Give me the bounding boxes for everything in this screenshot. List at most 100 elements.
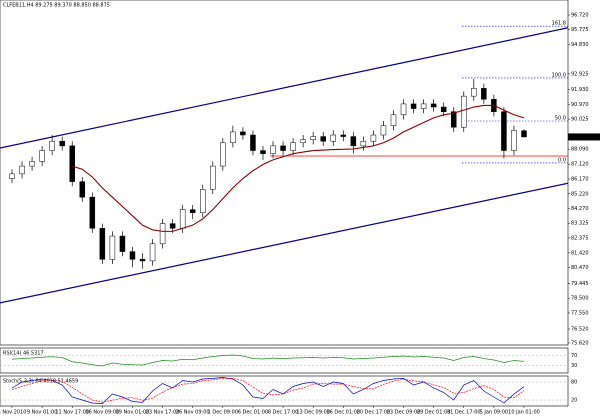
y-tick-label: 88.090 (571, 147, 589, 153)
x-tick-label: 26 Nov 09:00 (176, 410, 210, 416)
y-tick-label: 87.120 (571, 162, 589, 168)
candle-body (109, 235, 116, 260)
candle-body (471, 88, 477, 97)
y-tick-label: 86.170 (571, 176, 589, 182)
x-tick-label: 19 Nov 01:00 (116, 410, 150, 416)
candle-body (250, 134, 256, 151)
candle-body (139, 259, 146, 262)
trend-line (0, 182, 568, 304)
candle-body (159, 223, 166, 245)
fib-label: 161.8 (552, 21, 566, 27)
x-tick-label: 8 Dec 17:00 (268, 410, 298, 416)
candle-body (129, 251, 136, 260)
y-tick-label: 82.375 (571, 235, 589, 241)
x-tick-label: 4 Nov 2010 (0, 410, 26, 416)
candle-body (79, 181, 86, 198)
candle-body (280, 145, 286, 151)
candle-body (99, 228, 106, 260)
y-tick-label: 80 (571, 380, 577, 386)
price-label: 88.875 (571, 134, 589, 140)
x-tick-label: 13 Dec 09:00 (296, 410, 330, 416)
x-tick-label: 23 Nov 17:00 (146, 410, 180, 416)
candle-body (199, 189, 206, 213)
candle-body (450, 111, 457, 128)
candle-body (39, 150, 45, 162)
y-tick-label: 95.775 (571, 27, 589, 33)
fib-label: 50.0 (555, 116, 566, 122)
y-tick-label: 81.420 (571, 250, 589, 256)
candle-body (260, 150, 266, 154)
x-tick-label: 29 Dec 01:00 (417, 410, 451, 416)
x-tick-label: 6 Dec 01:00 (238, 410, 268, 416)
fib-label: 0.0 (558, 157, 566, 163)
series-line (11, 354, 525, 367)
y-tick-label: 92.925 (571, 71, 589, 77)
y-tick-label: 85.220 (571, 191, 589, 197)
trend-line (0, 27, 568, 149)
candle-body (360, 140, 367, 147)
candle-body (511, 130, 517, 151)
candle-body (320, 136, 326, 142)
x-tick-label: 20 Dec 17:00 (357, 410, 391, 416)
y-tick-label: 90.970 (571, 102, 589, 108)
y-tick-label: 83.325 (571, 221, 589, 227)
series-line (11, 378, 525, 403)
candle-body (220, 142, 226, 167)
candle-body (270, 145, 276, 154)
stoch-title: Stoch(5,3,3) 64.4018 51.4659 (3, 379, 78, 385)
y-tick-label: 91.930 (571, 87, 589, 93)
candle-body (210, 165, 216, 190)
candle-body (310, 136, 316, 140)
candle-body (89, 196, 96, 229)
y-tick-label: 75.620 (571, 340, 589, 346)
candle-body (430, 103, 437, 108)
candle-body (290, 142, 296, 151)
y-tick-label: 84.270 (571, 206, 589, 212)
candle-body (370, 134, 377, 142)
candle-body (461, 95, 467, 128)
candle-body (380, 125, 387, 136)
candle-body (59, 140, 65, 147)
rsi-pane (0, 347, 569, 374)
candle-body (230, 131, 236, 144)
x-tick-label: 31 Dec 17:00 (447, 410, 481, 416)
chart-title: CLFEB11,H4 89.275 89.370 88.850 88.875 (3, 3, 110, 9)
candle-body (189, 209, 196, 213)
y-tick-label: 79.445 (571, 281, 589, 287)
stoch-pane (0, 375, 569, 407)
candle-body (240, 131, 246, 136)
candle-body (501, 111, 507, 151)
candle-body (169, 223, 176, 229)
x-tick-label: 16 Dec 01:00 (326, 410, 360, 416)
candle-body (400, 103, 407, 116)
y-tick-label: 30 (571, 363, 577, 369)
candle-body (390, 114, 397, 126)
candle-body (440, 106, 447, 112)
y-tick-label: 96.720 (571, 13, 589, 19)
x-tick-label: 16 Nov 09:00 (85, 410, 119, 416)
candle-body (49, 140, 55, 151)
moving-average (72, 104, 525, 232)
candle-body (521, 130, 527, 138)
candle-body (29, 161, 35, 167)
x-tick-label: 1 Dec 09:00 (208, 410, 238, 416)
candle-body (119, 235, 126, 252)
y-tick-label: 94.830 (571, 42, 589, 48)
x-tick-label: 9 Nov 01:00 (27, 410, 58, 416)
y-tick-label: 77.550 (571, 310, 589, 316)
candle-body (340, 134, 347, 137)
y-tick-label: 80.470 (571, 265, 589, 271)
candle-body (19, 165, 25, 175)
y-tick-label: 70 (571, 353, 577, 359)
y-tick-label: 20 (571, 398, 577, 404)
candle-body (420, 103, 427, 109)
y-tick-label: 78.500 (571, 296, 589, 302)
x-tick-label: 23 Dec 09:00 (387, 410, 421, 416)
candle-body (149, 243, 156, 262)
candle-body (481, 88, 487, 100)
candle-body (179, 209, 186, 229)
candle-body (9, 173, 15, 179)
candle-body (410, 103, 417, 109)
